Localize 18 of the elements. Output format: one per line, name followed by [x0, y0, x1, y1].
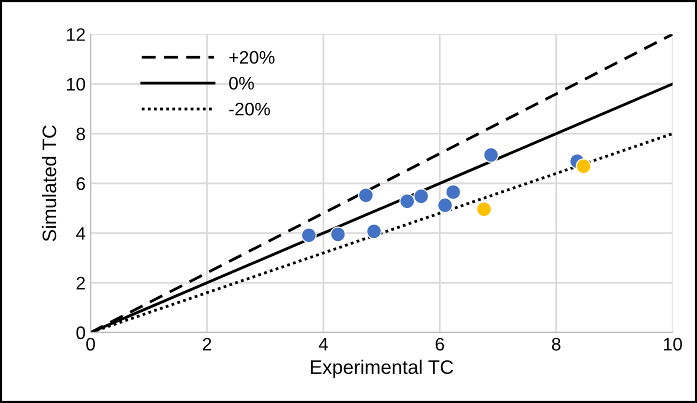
x-tick-label: 8	[552, 338, 560, 351]
legend-label: -20%	[229, 102, 270, 116]
y-tick-label: 12	[67, 28, 85, 41]
x-tick-label: 0	[86, 338, 95, 351]
legend-label: 0%	[229, 76, 254, 90]
y-tick-label: 6	[76, 177, 85, 190]
y-tick-label: 8	[76, 128, 85, 140]
y-tick-label: 4	[76, 227, 86, 240]
y-tick-label: 0	[76, 326, 86, 340]
x-axis-title: Experimental TC	[310, 360, 454, 378]
y-tick-label: 10	[67, 78, 86, 91]
legend-label: +20%	[229, 50, 274, 64]
x-tick-label: 6	[436, 338, 444, 351]
x-tick-label: 4	[318, 338, 328, 350]
x-tick-label: 10	[664, 338, 682, 351]
y-tick-label: 2	[76, 276, 85, 290]
y-axis-title: Simulated TC	[42, 125, 56, 242]
x-tick-label: 2	[202, 338, 212, 350]
